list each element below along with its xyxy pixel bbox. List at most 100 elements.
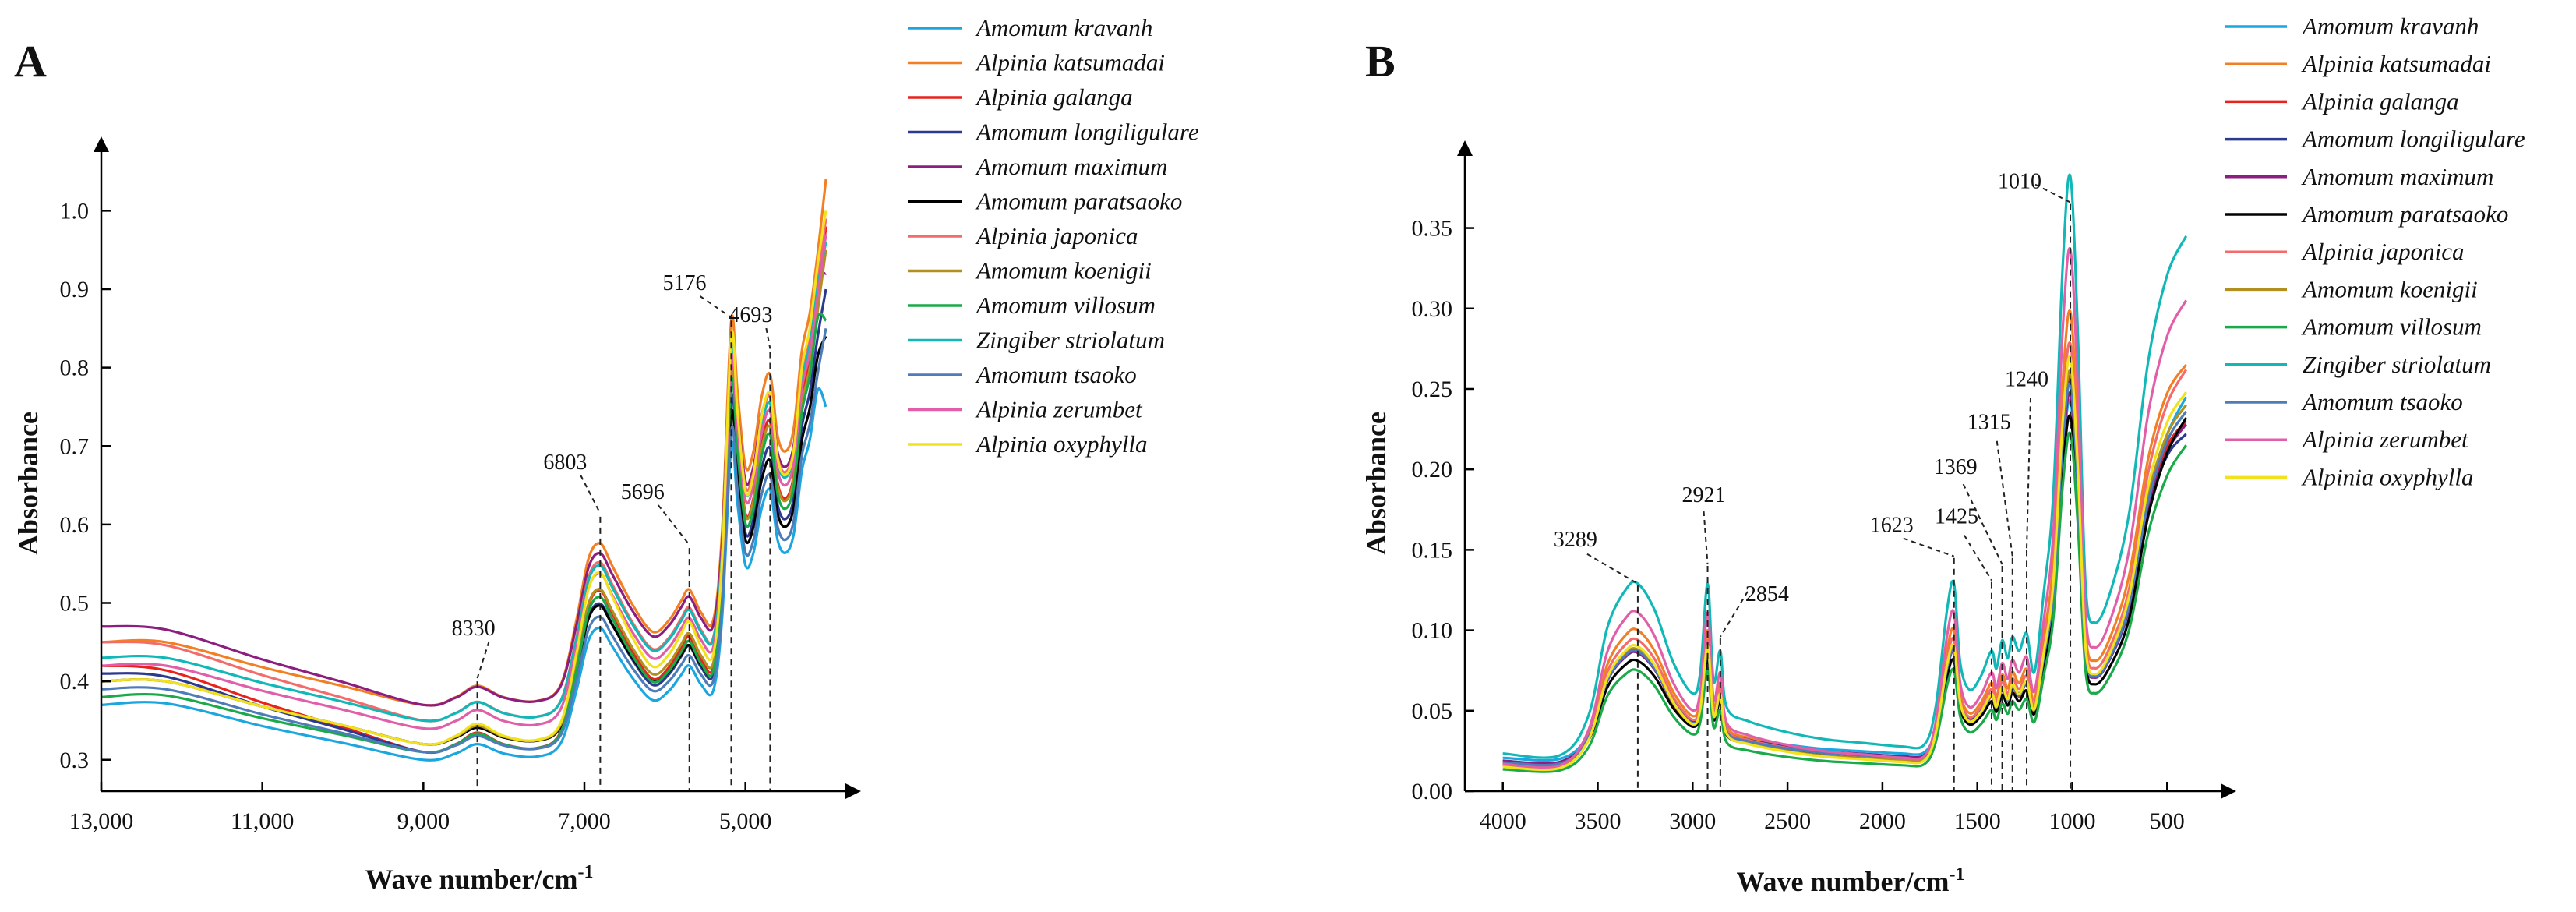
panel-b-y-tick-label: 0.35: [1412, 216, 1453, 242]
panel-b-legend-label: Amomum maximum: [2301, 163, 2493, 190]
panel-a-spectra: [101, 179, 827, 762]
panel-b-peak-leader: [1964, 535, 1992, 581]
panel-b-annotations: 3289 2921 2854 1623 1425 1369 1315 1240 1010: [1554, 170, 2072, 791]
panel-b-series-line: [1502, 355, 2187, 772]
panel-a-peak-leader: [699, 295, 732, 319]
panel-a-legend-label: Amomum kravanh: [975, 14, 1152, 41]
panel-a-peak-label: 5696: [621, 480, 665, 504]
panel-b-legend-label: Alpinia japonica: [2301, 238, 2465, 265]
panel-b-y-tick-label: 0.30: [1412, 296, 1453, 322]
panel-a-y-tick-label: 1.0: [60, 198, 90, 224]
panel-a-legend-label: Amomum tsaoko: [975, 361, 1137, 388]
panel-b-peak-leader: [1720, 591, 1749, 638]
panel-b-series-line: [1502, 173, 2188, 759]
panel-a-legend-label: Alpinia oxyphylla: [975, 430, 1148, 458]
panel-a-legend: Amomum kravanh Alpinia katsumadai Alpinia …: [908, 14, 1199, 458]
panel-b-y-title: Absorbance: [1360, 412, 1392, 555]
panel-b-legend: Amomum kravanh Alpinia katsumadai Alpinia …: [2225, 12, 2525, 490]
panel-b-x-tick-label: 1000: [2048, 808, 2095, 834]
panel-b-axes: [1457, 140, 2236, 799]
panel-a-x-tick-label: 11,000: [231, 808, 294, 834]
panel-b-peak-leader: [1703, 511, 1709, 565]
panel-a-peak-leader: [580, 475, 602, 514]
panel-a-legend-label: Alpinia katsumadai: [975, 49, 1165, 76]
panel-a-y-title: Absorbance: [12, 412, 44, 555]
panel-b-x-tick-label: 500: [2150, 808, 2185, 834]
panel-b: B 3289 2921 2854 1623 1425 1369 1315 1240 1010 4…: [1360, 12, 2525, 897]
panel-a-series-line: [101, 234, 827, 730]
panel-a-legend-label: Alpinia galanga: [975, 83, 1133, 111]
panel-a-series-line: [101, 312, 827, 754]
panel-b-y-tick-label: 0.10: [1412, 618, 1453, 644]
panel-b-legend-label: Amomum villosum: [2301, 313, 2482, 341]
panel-b-x-title-text: Wave number/cm: [1737, 866, 1950, 897]
panel-a-legend-label: Amomum villosum: [975, 292, 1156, 319]
panel-b-peak-label: 1315: [1967, 411, 2011, 435]
panel-b-legend-label: Zingiber striolatum: [2303, 351, 2491, 378]
panel-b-legend-label: Amomum longiligulare: [2301, 125, 2525, 153]
panel-a-legend-label: Alpinia japonica: [975, 222, 1138, 249]
panel-a-y-ticks: 0.3 0.4 0.5 0.6 0.7 0.8 0.9 1.0: [60, 198, 111, 773]
panel-a-legend-label: Amomum maximum: [975, 153, 1167, 180]
panel-a-peak-leader: [476, 641, 490, 679]
panel-b-y-tick-label: 0.05: [1412, 698, 1453, 724]
panel-b-x-tick-label: 3000: [1669, 808, 1716, 834]
panel-b-peak-label: 1240: [2005, 367, 2048, 391]
panel-a-annotations: 8330 6803 5696 5176 4693: [452, 271, 772, 791]
panel-a-y-tick-label: 0.3: [60, 748, 90, 773]
panel-a-y-tick-label: 0.5: [60, 591, 90, 617]
panel-a-peak-label: 5176: [662, 271, 706, 295]
panel-b-peak-leader: [2026, 398, 2032, 549]
panel-b-peak-leader: [1996, 440, 2013, 557]
panel-a-legend-label: Alpinia zerumbet: [975, 396, 1143, 423]
panel-b-x-tick-label: 3500: [1575, 808, 1621, 834]
panel-b-series-line: [1502, 247, 2188, 769]
panel-a-peak-leader: [765, 327, 771, 349]
panel-b-legend-label: Alpinia oxyphylla: [2301, 463, 2474, 490]
panel-b-peak-label: 1369: [1934, 455, 1978, 479]
panel-b-y-tick-label: 0.20: [1412, 457, 1453, 483]
panel-b-legend-label: Amomum paratsaoko: [2301, 200, 2508, 228]
panel-a-y-tick-label: 0.8: [60, 355, 90, 381]
panel-b-legend-label: Alpinia zerumbet: [2301, 426, 2469, 453]
panel-b-legend-label: Amomum kravanh: [2301, 12, 2479, 40]
panel-a-legend-label: Amomum paratsaoko: [975, 188, 1182, 215]
panel-a-x-tick-label: 9,000: [397, 808, 450, 834]
panel-b-x-title: Wave number/cm-1: [1737, 864, 1965, 897]
panel-a-y-arrow: [94, 136, 109, 152]
panel-b-x-tick-label: 1500: [1954, 808, 2001, 834]
panel-b-legend-label: Alpinia galanga: [2301, 87, 2459, 115]
panel-a-peak-label: 6803: [543, 451, 587, 475]
panel-b-spectra: [1502, 173, 2188, 773]
panel-a-y-tick-label: 0.7: [60, 433, 90, 459]
panel-b-x-tick-label: 2000: [1859, 808, 1906, 834]
panel-a-x-title-text: Wave number/cm: [365, 864, 578, 895]
panel-b-peak-leader: [2034, 183, 2071, 203]
panel-a-series-line: [101, 210, 827, 746]
panel-b-x-arrow: [2221, 783, 2236, 799]
panel-a-x-tick-label: 13,000: [69, 808, 134, 834]
panel-a-x-tick-label: 7,000: [558, 808, 611, 834]
panel-a-legend-label: Amomum koenigii: [975, 257, 1152, 285]
panel-b-y-ticks: 0.00 0.05 0.10 0.15 0.20 0.25 0.30 0.35: [1412, 216, 1474, 804]
panel-b-y-tick-label: 0.15: [1412, 537, 1453, 563]
panel-b-legend-label: Amomum koenigii: [2301, 275, 2478, 302]
panel-b-peak-leader: [1903, 537, 1955, 557]
panel-a-series-line: [101, 328, 827, 754]
panel-b-peak-label: 1010: [1998, 170, 2041, 194]
panel-a-label: A: [14, 36, 47, 87]
panel-a-peak-leader: [657, 504, 690, 546]
panel-a-y-tick-label: 0.4: [60, 669, 90, 695]
panel-b-x-ticks: 4000 3500 3000 2500 2000 1500 1000 500: [1480, 782, 2185, 834]
panel-a-legend-label: Zingiber striolatum: [976, 327, 1165, 354]
panel-b-peak-leader: [1586, 553, 1639, 585]
panel-a-x-title-sup: -1: [577, 862, 593, 882]
panel-b-peak-label: 2921: [1682, 483, 1726, 507]
panel-a-x-title: Wave number/cm-1: [365, 862, 594, 895]
panel-a-y-tick-label: 0.6: [60, 512, 90, 538]
panel-b-series-line: [1502, 431, 2187, 773]
panel-a: A 8330 6803 5696 5176 4693 13,000 11,000 9,000…: [12, 14, 1199, 895]
panel-a-legend-label: Amomum longiligulare: [975, 118, 1199, 146]
panel-b-peak-label: 2854: [1745, 582, 1789, 606]
